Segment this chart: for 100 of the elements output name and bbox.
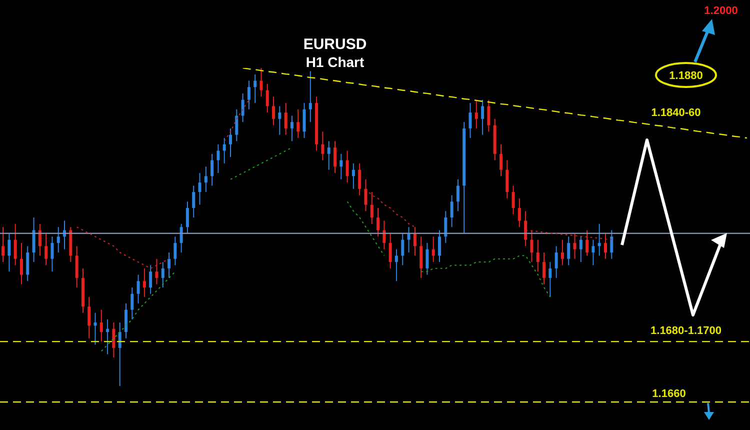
candlestick <box>426 242 429 276</box>
candlestick <box>142 268 146 298</box>
candlestick <box>394 248 398 282</box>
candlestick <box>20 242 23 285</box>
text: 1.2000 <box>704 5 738 17</box>
candlestick <box>260 68 263 98</box>
candlestick <box>56 226 60 253</box>
candlestick <box>388 232 392 269</box>
candlestick <box>524 210 528 247</box>
candlestick <box>536 239 540 272</box>
candlestick <box>598 223 601 256</box>
candlestick <box>506 160 509 199</box>
candlestick <box>302 102 306 138</box>
candlestick <box>340 153 343 180</box>
candlestick <box>118 322 122 387</box>
candlestick <box>44 232 48 266</box>
candlestick <box>530 230 534 263</box>
candlestick <box>560 239 564 266</box>
candlestick <box>155 258 158 285</box>
candlestick <box>50 236 54 272</box>
candlestick <box>468 102 472 138</box>
candlestick <box>161 262 164 288</box>
chart-subtitle: H1 Chart <box>306 54 365 70</box>
candlestick <box>222 137 226 164</box>
candlestick <box>130 286 134 320</box>
candlestick <box>542 252 546 285</box>
candlestick <box>456 178 460 212</box>
candlestick <box>358 162 362 196</box>
candlestick <box>413 226 416 256</box>
candlestick <box>296 108 300 138</box>
candlestick <box>432 236 435 263</box>
candlestick <box>124 302 128 339</box>
candlestick <box>554 246 558 278</box>
candlestick <box>352 162 355 190</box>
candlestick <box>241 92 244 123</box>
candlestick <box>474 99 478 129</box>
candlestick <box>573 232 576 260</box>
candlestick <box>450 194 454 228</box>
candlestick <box>136 274 140 304</box>
candlestick <box>2 226 5 263</box>
candlestick <box>321 131 324 161</box>
candlestick <box>14 223 17 266</box>
candlestick <box>192 185 196 218</box>
candlestick <box>376 207 380 238</box>
candlestick <box>518 198 521 228</box>
candlestick <box>247 80 250 110</box>
candlestick <box>94 312 97 346</box>
candlestick <box>604 232 607 260</box>
candlestick <box>272 96 276 126</box>
candlestick <box>592 239 595 266</box>
candlestick <box>180 223 183 253</box>
candlestick <box>610 230 614 260</box>
candlestick <box>106 318 110 355</box>
candlestick <box>548 262 552 298</box>
annotation: 1.1880 <box>669 70 703 82</box>
text: 1.1660 <box>652 388 686 400</box>
candlestick <box>407 226 410 253</box>
candlestick <box>401 232 404 266</box>
candlestick <box>487 99 490 132</box>
candlestick <box>327 140 330 170</box>
annotation: 1.1680-1.1700 <box>650 325 722 337</box>
candlestick <box>579 236 582 263</box>
candlestick <box>512 185 515 215</box>
candlestick <box>168 252 171 278</box>
candlestick <box>334 140 337 174</box>
candlestick <box>235 108 238 142</box>
candlestick <box>586 230 589 256</box>
candlestick <box>567 236 570 266</box>
candlestick <box>32 217 36 263</box>
candlestick <box>100 309 103 342</box>
candlestick <box>266 83 269 114</box>
candlestick <box>438 230 442 263</box>
candlestick <box>481 99 484 136</box>
candlestick <box>198 172 202 206</box>
candlestick <box>420 236 423 278</box>
candlestick <box>216 144 220 174</box>
candlestick <box>284 102 288 136</box>
candlestick <box>8 232 11 272</box>
candlestick <box>499 144 502 177</box>
candlestick <box>346 150 349 184</box>
candlestick <box>204 166 208 193</box>
candlestick <box>26 246 30 282</box>
candlestick <box>278 106 282 136</box>
candlestick <box>364 178 368 212</box>
candlestick <box>254 74 257 104</box>
candlestick <box>444 210 448 244</box>
candlestick <box>149 264 152 294</box>
candlestick <box>382 220 386 250</box>
candlestick <box>290 115 294 142</box>
candlestick <box>38 223 42 256</box>
candlestick <box>308 70 312 123</box>
candlestick <box>75 246 78 288</box>
candlestick <box>370 192 374 224</box>
candlestick <box>210 153 214 186</box>
candlestick <box>88 296 91 339</box>
candlestick <box>228 128 232 158</box>
candlestick <box>112 322 116 358</box>
candlestick <box>174 236 177 266</box>
candlestick <box>186 201 189 234</box>
chart-title: EURUSD <box>303 36 367 53</box>
